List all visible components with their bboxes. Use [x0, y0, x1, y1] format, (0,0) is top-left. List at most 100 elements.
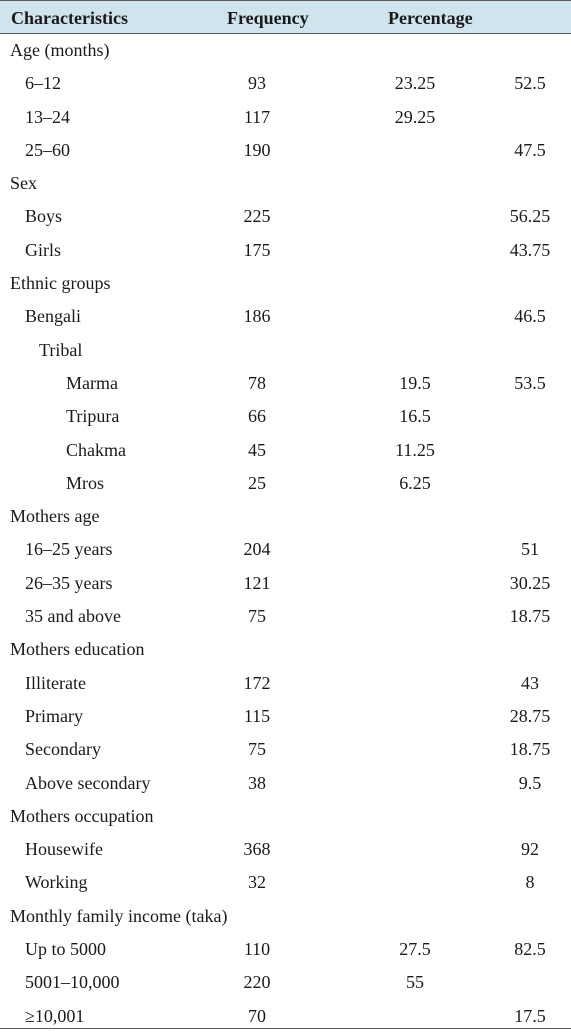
header-percentage: Percentage	[388, 8, 473, 28]
table-row: Marma 78 19.5 53.5	[0, 367, 571, 400]
table-row: Secondary 75 18.75	[0, 733, 571, 766]
row-label: Chakma	[66, 439, 126, 460]
section-row: Mothers occupation	[0, 800, 571, 833]
table-row: 13–24 117 29.25	[0, 101, 571, 134]
section-row: Age (months)	[0, 34, 571, 67]
table-row: 6–12 93 23.25 52.5	[0, 67, 571, 100]
section-row: Ethnic groups	[0, 267, 571, 300]
frequency-cell: 75	[248, 606, 266, 627]
row-label: Bengali	[25, 306, 81, 327]
frequency-cell: 225	[243, 206, 271, 227]
subgroup-percentage-cell: 23.25	[394, 73, 436, 94]
percentage-cell: 8	[525, 872, 535, 893]
frequency-cell: 175	[243, 239, 271, 260]
percentage-cell: 82.5	[514, 939, 546, 960]
row-label: 35 and above	[25, 606, 121, 627]
table-row: 26–35 years 121 30.25	[0, 567, 571, 600]
table-row: 16–25 years 204 51	[0, 533, 571, 566]
table-row: Illiterate 172 43	[0, 667, 571, 700]
frequency-cell: 186	[243, 306, 271, 327]
table-row: Tripura 66 16.5	[0, 400, 571, 433]
row-label: Housewife	[25, 839, 103, 860]
table-body: Age (months) 6–12 93 23.25 52.5 13–24 117 29.25…	[0, 34, 571, 1033]
table-row: Working 32 8	[0, 866, 571, 899]
row-label: Above secondary	[25, 772, 151, 793]
table-row: Housewife 368 92	[0, 833, 571, 866]
row-label: Marma	[66, 372, 118, 393]
frequency-cell: 25	[248, 472, 266, 493]
subgroup-percentage-cell: 29.25	[394, 106, 436, 127]
percentage-cell: 52.5	[514, 73, 546, 94]
row-label: 16–25 years	[25, 539, 113, 560]
subgroup-percentage-cell: 11.25	[395, 439, 435, 460]
table-row: Primary 115 28.75	[0, 700, 571, 733]
row-label: 6–12	[25, 73, 61, 94]
row-label: Girls	[25, 239, 61, 260]
table-row: Up to 5000 110 27.5 82.5	[0, 933, 571, 966]
subgroup-percentage-cell: 6.25	[399, 472, 431, 493]
percentage-cell: 18.75	[509, 606, 551, 627]
frequency-cell: 110	[243, 939, 271, 960]
section-heading: Monthly family income (taka)	[10, 905, 228, 926]
percentage-cell: 18.75	[509, 739, 551, 760]
frequency-cell: 204	[243, 539, 271, 560]
row-label: Illiterate	[25, 672, 86, 693]
table-row: 35 and above 75 18.75	[0, 600, 571, 633]
row-label: Boys	[25, 206, 63, 227]
row-label: 5001–10,000	[25, 972, 120, 993]
subgroup-percentage-cell: 55	[406, 972, 424, 993]
table-row: Tribal	[0, 334, 571, 367]
percentage-cell: 92	[521, 839, 539, 860]
row-label: ≥10,001	[25, 1005, 85, 1026]
percentage-cell: 46.5	[514, 306, 546, 327]
frequency-cell: 115	[243, 705, 271, 726]
frequency-cell: 70	[248, 1005, 266, 1026]
table-row: 25–60 190 47.5	[0, 134, 571, 167]
row-label: Working	[25, 872, 88, 893]
table-row: Chakma 45 11.25	[0, 434, 571, 467]
row-label: 26–35 years	[25, 572, 113, 593]
percentage-cell: 17.5	[514, 1005, 546, 1026]
row-label: Primary	[25, 705, 83, 726]
frequency-cell: 75	[248, 739, 266, 760]
percentage-cell: 56.25	[509, 206, 551, 227]
frequency-cell: 190	[243, 139, 271, 160]
frequency-cell: 368	[243, 839, 271, 860]
subgroup-percentage-cell: 27.5	[399, 939, 431, 960]
table-row: Bengali 186 46.5	[0, 300, 571, 333]
section-heading: Mothers education	[10, 639, 145, 660]
row-label: Secondary	[25, 739, 101, 760]
frequency-cell: 220	[243, 972, 271, 993]
section-heading: Mothers occupation	[10, 805, 154, 826]
row-label: 13–24	[25, 106, 70, 127]
row-label: 25–60	[25, 139, 70, 160]
percentage-cell: 43.75	[509, 239, 551, 260]
percentage-cell: 53.5	[514, 372, 546, 393]
subgroup-percentage-cell: 19.5	[399, 372, 431, 393]
row-label: Mros	[66, 472, 105, 493]
section-heading: Mothers age	[10, 506, 100, 527]
table-row: Boys 225 56.25	[0, 200, 571, 233]
percentage-cell: 9.5	[518, 772, 542, 793]
frequency-cell: 93	[248, 73, 266, 94]
percentage-cell: 30.25	[509, 572, 551, 593]
frequency-cell: 117	[243, 106, 271, 127]
header-frequency: Frequency	[227, 8, 309, 28]
section-row: Monthly family income (taka)	[0, 900, 571, 933]
row-label: Up to 5000	[25, 939, 106, 960]
frequency-cell: 32	[248, 872, 266, 893]
table-row: Above secondary 38 9.5	[0, 767, 571, 800]
table-row: Mros 25 6.25	[0, 467, 571, 500]
table-row: ≥10,001 70 17.5	[0, 1000, 571, 1033]
percentage-cell: 51	[521, 539, 539, 560]
section-heading: Ethnic groups	[10, 273, 111, 294]
percentage-cell: 47.5	[514, 139, 546, 160]
section-row: Mothers age	[0, 500, 571, 533]
section-heading: Sex	[10, 173, 37, 194]
frequency-cell: 45	[248, 439, 266, 460]
section-row: Mothers education	[0, 633, 571, 666]
section-heading: Age (months)	[10, 40, 110, 60]
section-row: Sex	[0, 167, 571, 200]
frequency-cell: 172	[243, 672, 271, 693]
header-characteristics: Characteristics	[11, 8, 128, 28]
